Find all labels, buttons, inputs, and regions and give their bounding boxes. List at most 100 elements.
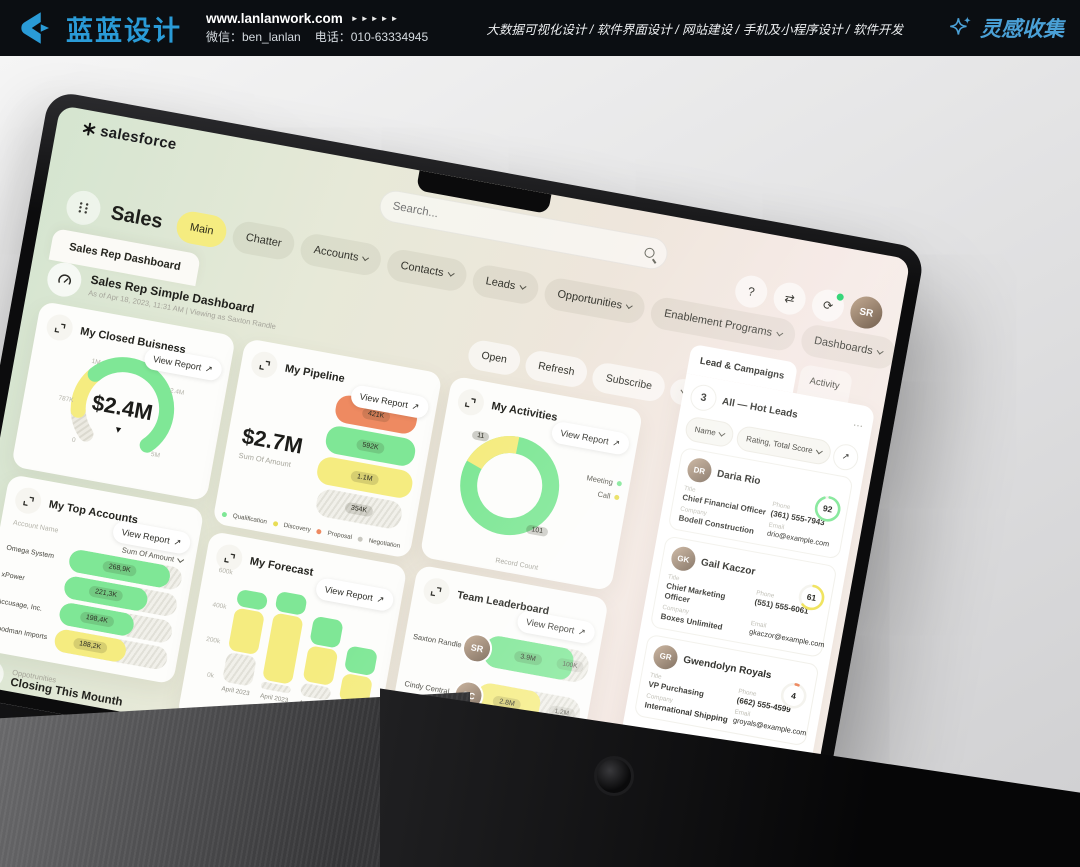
leads-panel: Lead & Campaigns Activity 3 All — Hot Le… [609, 343, 881, 831]
expand-icon[interactable] [214, 542, 245, 573]
arrow-ne-icon: ↗ [611, 436, 621, 449]
arrow-ne-icon: ↗ [577, 625, 587, 637]
laptop-bezel: salesforce ? ⇄ ⟳ SR [0, 90, 926, 852]
chevron-down-icon [626, 302, 634, 310]
scene: salesforce ? ⇄ ⟳ SR [0, 56, 1080, 867]
promo-banner: 蓝蓝设计 www.lanlanwork.com ►►►►► 微信：ben_lan… [0, 0, 1080, 56]
open-panel-button[interactable]: ↗ [832, 442, 860, 471]
arrow-ne-icon: ↗ [410, 400, 421, 412]
svg-text:787K: 787K [58, 395, 75, 405]
calendar-icon [0, 657, 6, 690]
widget-activities: My Activities View Report ↗ [419, 375, 644, 592]
brand-name: 蓝蓝设计 [66, 15, 182, 46]
chevron-down-icon [362, 254, 370, 262]
chevron-down-icon [447, 269, 455, 277]
lead-card[interactable]: DR Daria Rio Title Chief Financial Office… [667, 446, 854, 560]
widget-pipeline: My Pipeline View Report ↗ $2.7M Sum Of A… [212, 338, 443, 559]
axis-label: Account Name [12, 519, 59, 535]
widget-title: My Pipeline [283, 362, 346, 386]
legend-dot [616, 480, 623, 487]
nav-tab-main[interactable]: Main [174, 209, 230, 250]
chevron-down-icon [718, 429, 726, 437]
legend-dot [221, 511, 228, 518]
nav-tab-accounts[interactable]: Accounts [298, 231, 384, 278]
user-avatar[interactable]: SR [847, 293, 885, 332]
desk-grommet-hole [594, 756, 634, 796]
expand-icon[interactable] [13, 485, 44, 516]
avatar: DR [685, 456, 714, 485]
donut-chart: 11 101 [440, 416, 580, 556]
avatar: GR [651, 643, 680, 672]
refresh-button[interactable]: Refresh [522, 348, 590, 390]
legend-dot [613, 494, 620, 501]
help-button[interactable]: ? [732, 273, 770, 311]
legend-dot [357, 536, 364, 543]
nav-tab-contacts[interactable]: Contacts [385, 247, 469, 294]
svg-text:5M: 5M [150, 451, 160, 460]
salesforce-wordmark: salesforce [98, 122, 178, 154]
svg-text:0: 0 [71, 437, 76, 445]
wechat-contact: 微信：ben_lanlan [206, 30, 301, 44]
app-title: Sales [109, 201, 165, 233]
lead-score-ring: 92 [811, 493, 844, 526]
dashboard-icon [44, 259, 85, 300]
arrow-ne-icon: ↗ [841, 450, 851, 462]
arrows-decoration: ►►►►► [350, 14, 401, 23]
svg-text:2.4M: 2.4M [169, 387, 184, 396]
notifications-button[interactable]: ⟳ [809, 286, 847, 325]
chevron-down-icon [815, 446, 823, 454]
widget-closed-business: My Closed Buisness View Report ↗ [11, 300, 236, 502]
search-icon [643, 247, 656, 259]
nav-tab-chatter[interactable]: Chatter [230, 219, 298, 262]
widget-team-leaderboard: Team Leaderboard View Report ↗ Saxton Ra… [382, 564, 609, 794]
chevron-down-icon [177, 555, 185, 563]
laptop-mockup: salesforce ? ⇄ ⟳ SR [0, 90, 926, 867]
arrow-ne-icon: ↗ [172, 535, 183, 548]
nav-tab-revenue-insights[interactable]: Revenue Insights [899, 340, 911, 393]
sparkle-star-icon [950, 16, 971, 35]
filter-name[interactable]: Name [683, 415, 736, 449]
nav-tab-leads[interactable]: Leads [470, 262, 541, 307]
lead-score-ring: 61 [795, 581, 828, 614]
nav-tab-dashboards[interactable]: Dashboards [798, 322, 899, 372]
arrow-ne-icon: ↗ [204, 362, 214, 375]
expand-icon[interactable] [455, 387, 487, 418]
more-options-icon[interactable]: ⋯ [852, 419, 864, 433]
view-report-button[interactable]: View Report ↗ [515, 609, 597, 645]
legend-dot [272, 520, 279, 527]
lanlan-logo-icon [21, 12, 49, 44]
lead-card[interactable]: GK Gail Kaczor Title Chief Marketing Offi… [649, 535, 838, 658]
services-list: 大数据可视化设计 / 软件界面设计 / 网站建设 / 手机及小程序设计 / 软件… [486, 22, 903, 37]
grid-dots-icon [78, 202, 89, 214]
shuffle-button[interactable]: ⇄ [771, 280, 809, 318]
notification-dot [836, 293, 845, 302]
website-url: www.lanlanwork.com [206, 11, 343, 26]
widget-top-accounts: My Top Accounts View Report ↗ Account Na… [0, 473, 205, 685]
salesforce-star-icon [82, 122, 96, 136]
legend-dot [316, 528, 323, 535]
dashboard-screen: salesforce ? ⇄ ⟳ SR [0, 105, 911, 837]
nav-tab-opportunities[interactable]: Opportunities [541, 275, 648, 326]
chevron-down-icon [876, 347, 884, 355]
open-button[interactable]: Open [466, 338, 523, 378]
lead-card[interactable]: GR Gwendolyn Royals Title VP Purchasing P… [633, 633, 820, 747]
svg-text:1M: 1M [91, 358, 101, 367]
salesforce-logo: salesforce [81, 120, 178, 154]
lead-score-ring: 4 [777, 679, 810, 712]
chevron-down-icon [776, 329, 784, 337]
phone-contact: 电话：010-63334945 [314, 30, 429, 44]
activities-legend: Meeting Call [583, 473, 623, 502]
widget-title: My Activities [490, 400, 559, 424]
subscribe-button[interactable]: Subscribe [590, 360, 668, 404]
chevron-down-icon [519, 282, 527, 290]
leads-count-badge: 3 [689, 383, 718, 412]
app-launcher-button[interactable] [63, 188, 104, 228]
widget-forecast: My Forecast View Report ↗ 600k 400k [176, 530, 408, 754]
arrow-ne-icon: ↗ [375, 593, 386, 605]
collection-title: 灵感收集 [980, 18, 1064, 41]
avatar: GK [669, 545, 698, 574]
expand-icon[interactable] [44, 312, 75, 343]
expand-icon[interactable] [421, 576, 452, 607]
expand-icon[interactable] [249, 349, 280, 380]
